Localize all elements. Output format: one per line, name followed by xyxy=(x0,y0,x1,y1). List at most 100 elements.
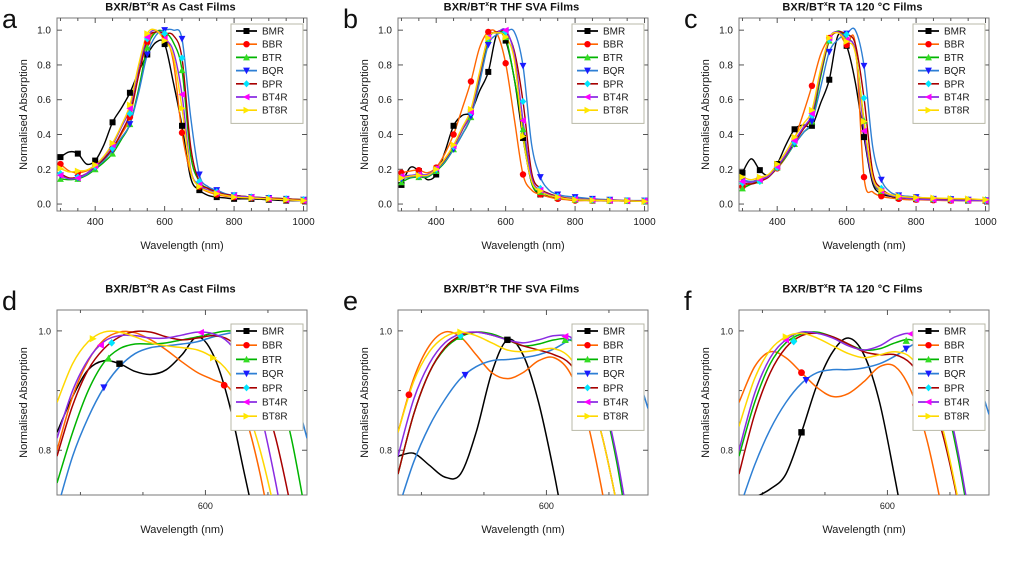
legend-swatch-marker xyxy=(925,328,932,334)
legend-item-BQR[interactable]: BQR xyxy=(918,369,966,380)
y-axis-title: Normalised Absorption xyxy=(359,59,371,170)
legend[interactable]: BMR BBR BTR BQR BPR BT4R BT8R xyxy=(230,323,304,431)
series-marker xyxy=(74,150,81,157)
legend-item-BT8R[interactable]: BT8R xyxy=(918,412,970,423)
legend-item-BPR[interactable]: BPR xyxy=(236,383,283,394)
series-marker xyxy=(502,26,509,34)
series-marker xyxy=(877,176,885,184)
legend-item-BBR[interactable]: BBR xyxy=(918,40,965,51)
panel-title-d: BXR/BTxR As Cast Films xyxy=(0,283,341,296)
legend-item-BMR[interactable]: BMR xyxy=(577,27,625,38)
legend-item-BTR[interactable]: BTR xyxy=(236,355,282,366)
x-tick-label: 1000 xyxy=(974,217,997,228)
series-marker xyxy=(405,391,413,399)
y-tick-label: 0.0 xyxy=(378,200,392,211)
series-marker xyxy=(860,173,868,181)
legend-item-BT8R[interactable]: BT8R xyxy=(236,412,288,423)
series-marker xyxy=(907,330,915,338)
legend-item-BQR[interactable]: BQR xyxy=(918,66,966,77)
panel-letter-c: c xyxy=(684,4,698,34)
x-axis-title: Wavelength (nm) xyxy=(481,240,564,252)
series-marker xyxy=(808,106,816,114)
legend[interactable]: BMR BBR BTR BQR BPR BT4R BT8R xyxy=(230,23,304,124)
legend[interactable]: BMR BBR BTR BQR BPR BT4R BT8R xyxy=(571,23,645,124)
legend-item-BT4R[interactable]: BT4R xyxy=(577,398,629,409)
series-marker xyxy=(554,193,562,201)
legend-item-BTR[interactable]: BTR xyxy=(918,355,964,366)
y-tick-label: 1.0 xyxy=(720,326,733,336)
series-marker xyxy=(860,127,867,135)
legend-item-BTR[interactable]: BTR xyxy=(236,53,282,64)
legend-item-BT4R[interactable]: BT4R xyxy=(236,398,288,409)
legend-label-BT8R: BT8R xyxy=(944,106,970,117)
series-marker xyxy=(415,166,423,174)
series-marker xyxy=(126,89,133,96)
legend[interactable]: BMR BBR BTR BQR BPR BT4R BT8R xyxy=(912,323,986,431)
legend-item-BT8R[interactable]: BT8R xyxy=(918,106,970,117)
legend-item-BMR[interactable]: BMR xyxy=(577,327,625,338)
legend-item-BT4R[interactable]: BT4R xyxy=(918,398,970,409)
axis-ticks xyxy=(398,18,648,211)
x-tick-label: 600 xyxy=(156,217,173,228)
legend-item-BQR[interactable]: BQR xyxy=(577,66,625,77)
legend-item-BTR[interactable]: BTR xyxy=(577,355,623,366)
legend[interactable]: BMR BBR BTR BQR BPR BT4R BT8R xyxy=(912,23,986,124)
legend-item-BT4R[interactable]: BT4R xyxy=(918,93,970,104)
legend-item-BMR[interactable]: BMR xyxy=(236,27,284,38)
legend-swatch-marker xyxy=(243,355,250,363)
legend-item-BMR[interactable]: BMR xyxy=(236,327,284,338)
legend-label-BMR: BMR xyxy=(262,27,284,38)
legend-swatch-marker xyxy=(925,28,932,34)
legend-item-BBR[interactable]: BBR xyxy=(577,341,624,352)
series-markers-BT8R xyxy=(89,335,218,362)
x-axis-title: Wavelength (nm) xyxy=(481,524,564,536)
y-tick-label: 0.6 xyxy=(37,95,51,106)
legend-item-BT8R[interactable]: BT8R xyxy=(577,106,629,117)
legend-item-BMR[interactable]: BMR xyxy=(918,27,966,38)
series-markers-BT4R xyxy=(561,332,569,341)
legend-item-BT4R[interactable]: BT4R xyxy=(577,93,629,104)
y-axis-title: Normalised Absorption xyxy=(18,347,30,458)
x-tick-label: 400 xyxy=(769,217,786,228)
legend-item-BT4R[interactable]: BT4R xyxy=(236,93,288,104)
legend-item-BQR[interactable]: BQR xyxy=(236,66,284,77)
series-marker xyxy=(537,187,544,195)
legend-item-BT8R[interactable]: BT8R xyxy=(577,412,629,423)
legend-item-BT8R[interactable]: BT8R xyxy=(236,106,288,117)
legend-item-BBR[interactable]: BBR xyxy=(577,40,624,51)
series-marker xyxy=(74,174,81,182)
legend-label-BQR: BQR xyxy=(603,66,625,77)
legend-label-BPR: BPR xyxy=(944,383,965,394)
series-marker xyxy=(248,194,256,202)
legend-item-BBR[interactable]: BBR xyxy=(236,341,283,352)
series-marker xyxy=(641,198,648,205)
legend-box xyxy=(571,323,645,431)
series-marker xyxy=(756,167,763,174)
legend-item-BQR[interactable]: BQR xyxy=(236,369,284,380)
y-tick-label: 0.8 xyxy=(720,446,733,456)
legend-swatch-marker xyxy=(925,106,933,114)
legend-item-BQR[interactable]: BQR xyxy=(577,369,625,380)
series-marker xyxy=(126,110,134,118)
series-marker xyxy=(739,169,746,176)
series-marker xyxy=(126,101,134,109)
legend-item-BTR[interactable]: BTR xyxy=(918,53,964,64)
legend-item-BBR[interactable]: BBR xyxy=(918,341,965,352)
axis-tick-labels: 400 600 800 1000 0.0 0.2 0.4 0.6 0.8 1.0 xyxy=(378,26,656,228)
series-marker xyxy=(144,30,151,38)
legend-item-BTR[interactable]: BTR xyxy=(577,53,623,64)
y-tick-label: 0.2 xyxy=(719,165,733,176)
series-marker xyxy=(126,105,133,112)
x-tick-label: 600 xyxy=(497,217,514,228)
legend-item-BPR[interactable]: BPR xyxy=(236,79,283,90)
legend-item-BMR[interactable]: BMR xyxy=(918,327,966,338)
legend[interactable]: BMR BBR BTR BQR BPR BT4R BT8R xyxy=(571,323,645,431)
legend-swatch-marker xyxy=(583,398,591,406)
y-tick-label: 1.0 xyxy=(38,326,51,336)
series-markers-BBR xyxy=(405,391,413,399)
legend-label-BBR: BBR xyxy=(262,341,283,352)
legend-item-BBR[interactable]: BBR xyxy=(236,40,283,51)
legend-swatch-marker xyxy=(925,67,932,75)
series-marker xyxy=(74,167,82,175)
series-marker xyxy=(913,194,920,201)
